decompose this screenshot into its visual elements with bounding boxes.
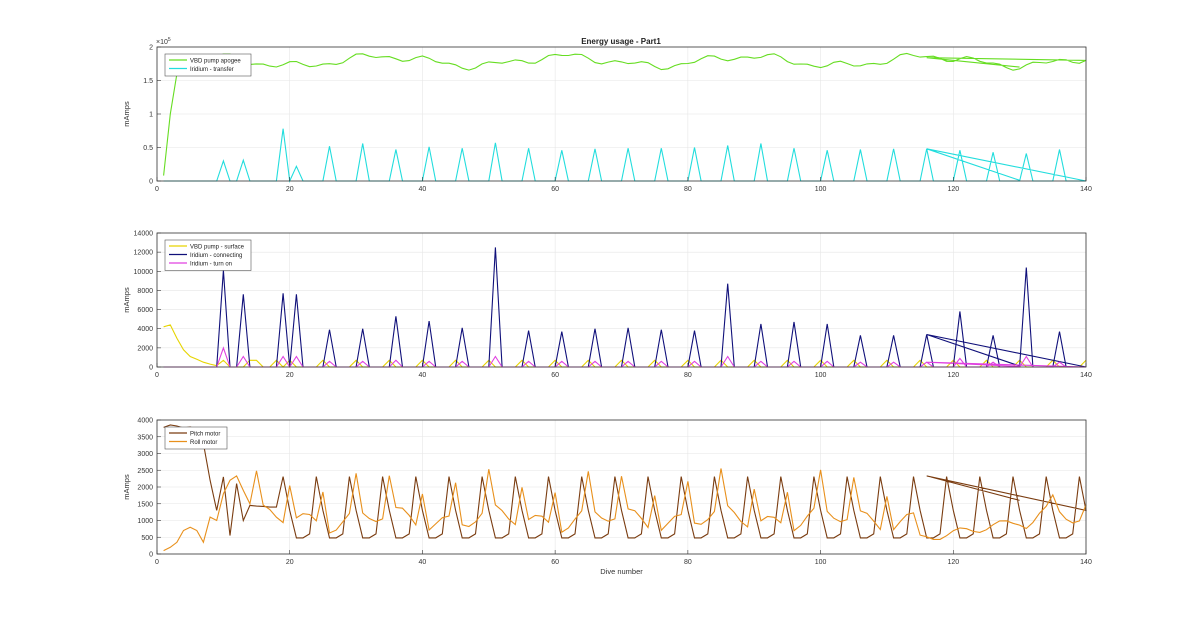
exponent-base: ×10 — [156, 39, 168, 46]
exponent-label: ×105 — [156, 37, 171, 46]
axes-panel-1: 0 20 40 60 80 100 120 140 0 0.5 1 1.5 2 mAmps VBD pump… — [122, 45, 1092, 194]
axes-panel-3: 0 20 40 60 80 100 120 140 0 500 1000 1500 2000 2500 30… — [122, 418, 1092, 577]
x-tick-label: 20 — [286, 372, 294, 379]
x-tick-label: 80 — [684, 372, 692, 379]
y-tick-label: 0 — [149, 365, 153, 372]
y-tick-label: 10000 — [134, 269, 154, 276]
legend-label: Iridium - transfer — [190, 67, 234, 73]
axes-panel-2: 0 20 40 60 80 100 120 140 0 2000 4000 6000 8000 10000… — [122, 231, 1092, 380]
x-tick-label: 100 — [815, 186, 827, 193]
y-tick-label: 1 — [149, 112, 153, 119]
x-tick-label: 80 — [684, 186, 692, 193]
x-tick-label: 120 — [947, 559, 959, 566]
x-tick-label: 140 — [1080, 186, 1092, 193]
axes-root: 0 20 40 60 80 100 120 140 0 0.5 1 1.5 2 mAmps VBD pump… — [122, 45, 1092, 577]
x-tick-label: 120 — [947, 186, 959, 193]
x-tick-label: 40 — [419, 559, 427, 566]
legend-label: VBD pump apogee — [190, 58, 241, 64]
legend-label: Roll motor — [190, 440, 217, 446]
x-tick-label: 0 — [155, 559, 159, 566]
y-tick-label: 500 — [141, 535, 153, 542]
y-tick-label: 2 — [149, 45, 153, 52]
x-tick-label: 140 — [1080, 559, 1092, 566]
x-tick-label: 100 — [815, 559, 827, 566]
y-axis-label: mAmps — [122, 101, 131, 127]
y-tick-label: 2500 — [137, 468, 153, 475]
plot-background — [157, 233, 1086, 367]
y-tick-label: 0 — [149, 179, 153, 186]
x-tick-label: 140 — [1080, 372, 1092, 379]
y-tick-label: 14000 — [134, 231, 154, 238]
y-tick-label: 1.5 — [143, 78, 153, 85]
series-line-pitch-motor — [163, 424, 1087, 539]
legend-label: VBD pump - surface — [190, 244, 245, 250]
legend: Pitch motor Roll motor — [164, 426, 228, 450]
y-tick-label: 0 — [149, 552, 153, 559]
legend-box — [164, 239, 252, 271]
legend-label: Iridium - connecting — [190, 253, 242, 259]
y-tick-label: 1500 — [137, 501, 153, 508]
y-axis-label: mAmps — [122, 474, 131, 500]
y-tick-label: 3000 — [137, 451, 153, 458]
x-tick-label: 120 — [947, 372, 959, 379]
y-tick-label: 4000 — [137, 326, 153, 333]
x-tick-label: 60 — [551, 186, 559, 193]
y-tick-label: 8000 — [137, 288, 153, 295]
x-tick-label: 80 — [684, 559, 692, 566]
series-line-roll-motor — [163, 468, 1087, 552]
y-tick-label: 6000 — [137, 307, 153, 314]
series-line-vbd-pump-apogee — [163, 52, 1087, 176]
y-tick-label: 3500 — [137, 434, 153, 441]
y-tick-label: 1000 — [137, 518, 153, 525]
y-axis-label: mAmps — [122, 287, 131, 313]
exponent-power: 5 — [168, 37, 171, 43]
y-tick-label: 2000 — [137, 485, 153, 492]
y-tick-label: 4000 — [137, 418, 153, 425]
legend-label: Pitch motor — [190, 431, 220, 437]
y-tick-label: 12000 — [134, 250, 154, 257]
x-tick-label: 0 — [155, 186, 159, 193]
y-tick-label: 0.5 — [143, 145, 153, 152]
legend-label: Iridium - turn on — [190, 261, 232, 267]
x-tick-label: 60 — [551, 559, 559, 566]
x-tick-label: 20 — [286, 186, 294, 193]
x-tick-label: 0 — [155, 372, 159, 379]
x-tick-label: 20 — [286, 559, 294, 566]
x-tick-label: 40 — [419, 186, 427, 193]
legend: VBD pump apogee Iridium - transfer — [164, 53, 252, 77]
legend: VBD pump - surface Iridium - connecting Ir… — [164, 239, 252, 271]
x-tick-label: 40 — [419, 372, 427, 379]
x-tick-label: 100 — [815, 372, 827, 379]
figure-title: Energy usage - Part1 — [581, 37, 661, 46]
x-axis-label: Dive number — [600, 567, 643, 576]
y-tick-label: 2000 — [137, 345, 153, 352]
x-tick-label: 60 — [551, 372, 559, 379]
axes-frame — [156, 232, 1087, 368]
